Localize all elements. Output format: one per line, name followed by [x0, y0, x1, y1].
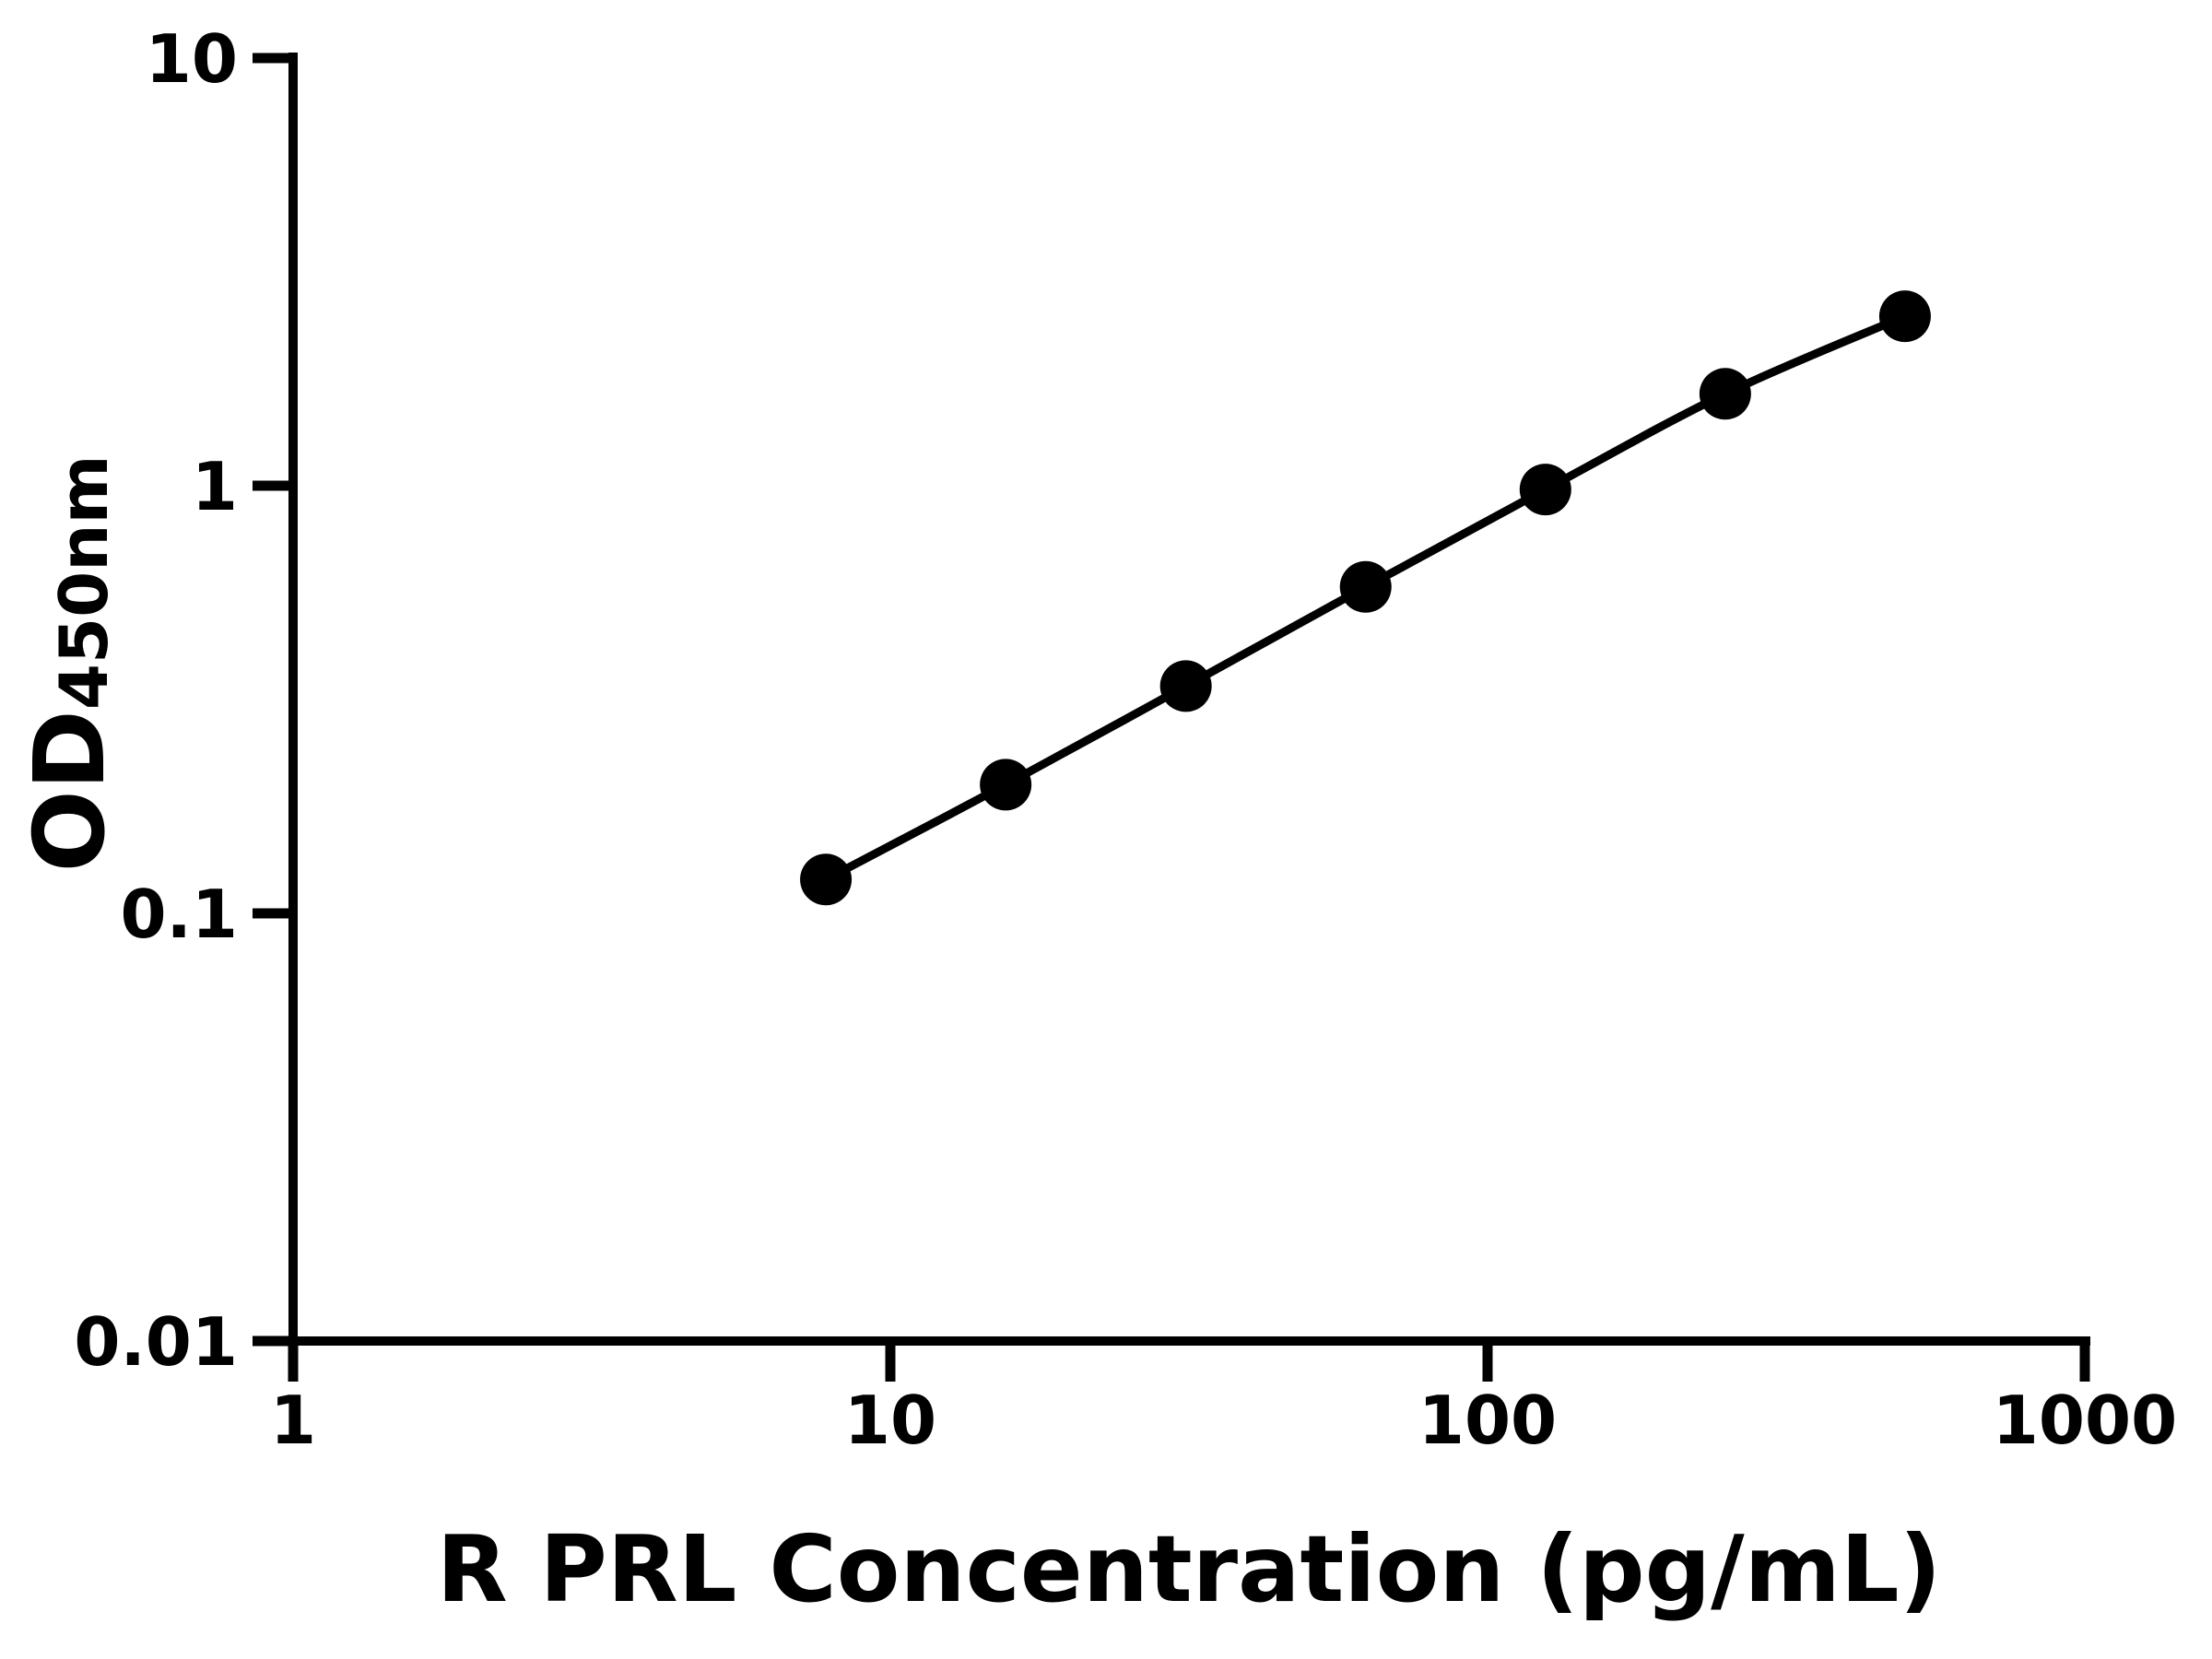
y-tick-label: 1	[192, 448, 238, 525]
data-point-marker	[980, 759, 1032, 811]
x-axis-title: R PRL Concentration (pg/mL)	[437, 1515, 1942, 1623]
data-point-marker	[1339, 560, 1392, 613]
y-axis-title-main: OD	[14, 710, 126, 872]
data-point-marker	[1519, 464, 1571, 516]
data-point-marker	[1699, 368, 1751, 420]
data-point-marker	[1159, 660, 1212, 712]
x-tick-label: 1	[270, 1382, 316, 1459]
y-axis-title: OD450nm	[14, 455, 126, 873]
data-point-marker	[1878, 290, 1931, 343]
data-point-marker	[800, 853, 853, 906]
plot-area: 10 1 0.1 0.01 1 10 100 1000	[74, 20, 2177, 1459]
x-tick-label: 10	[844, 1382, 936, 1459]
x-tick-label: 1000	[1993, 1382, 2177, 1459]
y-tick-label: 0.01	[74, 1303, 238, 1381]
y-axis-title-sub: 450nm	[45, 455, 123, 711]
y-tick-label: 10	[146, 20, 238, 98]
x-tick-label: 100	[1418, 1382, 1557, 1459]
y-tick-label: 0.1	[120, 876, 238, 953]
